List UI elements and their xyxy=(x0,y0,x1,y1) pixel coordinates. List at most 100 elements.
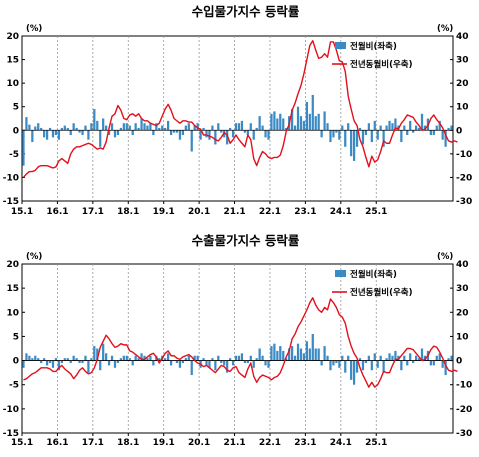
monthly-change-bar xyxy=(178,360,182,368)
monthly-change-bar xyxy=(237,123,241,131)
monthly-change-bar xyxy=(432,130,435,135)
monthly-change-bar xyxy=(394,350,397,361)
monthly-change-bar xyxy=(57,360,61,371)
right-tick-label: -30 xyxy=(456,429,472,439)
x-tick-label: 23.1 xyxy=(294,438,316,448)
monthly-change-bar xyxy=(394,118,397,131)
monthly-change-bar xyxy=(143,355,146,361)
monthly-change-bar xyxy=(226,130,229,145)
monthly-change-bar xyxy=(146,358,149,361)
monthly-change-bar xyxy=(341,125,344,131)
monthly-change-bar xyxy=(54,130,58,135)
monthly-change-bar xyxy=(60,360,63,363)
monthly-change-bar xyxy=(338,360,341,368)
monthly-change-bar xyxy=(48,127,52,131)
monthly-change-bar xyxy=(279,346,282,361)
monthly-change-bar xyxy=(435,355,438,361)
monthly-change-bar xyxy=(441,130,444,140)
monthly-change-bar xyxy=(352,360,356,385)
monthly-change-bar xyxy=(432,360,435,366)
monthly-change-bar xyxy=(137,127,140,131)
monthly-change-bar xyxy=(258,116,261,131)
monthly-change-bar xyxy=(69,130,72,135)
monthly-change-bar xyxy=(320,360,323,366)
monthly-change-bar xyxy=(364,360,368,363)
right-tick-label: 10 xyxy=(456,103,469,113)
monthly-change-bar xyxy=(214,360,217,371)
monthly-change-bar xyxy=(279,113,282,131)
monthly-change-bar xyxy=(329,360,332,371)
monthly-change-bar xyxy=(96,120,99,131)
monthly-change-bar xyxy=(385,125,388,131)
chart-title: 수출물가지수 등락률 xyxy=(192,233,300,248)
monthly-change-bar xyxy=(293,125,297,131)
monthly-change-bar xyxy=(417,358,421,361)
monthly-change-bar xyxy=(276,350,279,361)
monthly-change-bar xyxy=(350,130,353,157)
monthly-change-bar xyxy=(119,127,123,131)
monthly-change-bar xyxy=(317,113,320,131)
monthly-change-bar xyxy=(414,355,418,361)
monthly-change-bar xyxy=(110,123,114,131)
monthly-change-bar xyxy=(190,130,193,152)
monthly-change-bar xyxy=(282,350,285,361)
left-tick-label: 0 xyxy=(13,357,19,367)
monthly-change-bar xyxy=(429,130,432,135)
plot-frame xyxy=(21,35,454,202)
monthly-change-bar xyxy=(181,360,185,363)
monthly-change-bar xyxy=(75,358,78,361)
monthly-change-bar xyxy=(75,127,78,131)
monthly-change-bar xyxy=(234,123,238,131)
monthly-change-bar xyxy=(350,360,353,380)
monthly-change-bar xyxy=(102,343,105,361)
yoy-change-line xyxy=(22,40,458,178)
monthly-change-bar xyxy=(155,123,158,131)
monthly-change-bar xyxy=(99,360,102,371)
monthly-change-bar xyxy=(296,106,300,131)
monthly-change-bar xyxy=(93,346,96,361)
x-tick-label: 20.1 xyxy=(188,207,210,217)
monthly-change-bar xyxy=(409,120,412,131)
monthly-change-bar xyxy=(217,123,220,131)
monthly-change-bar xyxy=(63,125,66,131)
monthly-change-bar xyxy=(367,355,370,361)
right-tick-label: 0 xyxy=(456,357,462,367)
monthly-change-bar xyxy=(444,360,447,376)
monthly-change-bar xyxy=(261,125,264,131)
monthly-change-bar xyxy=(406,130,409,135)
monthly-change-bar xyxy=(302,353,306,361)
monthly-change-bar xyxy=(45,360,49,366)
monthly-change-bar xyxy=(211,125,214,131)
monthly-change-bar xyxy=(72,123,75,131)
left-tick-label: -15 xyxy=(3,197,19,207)
monthly-change-bar xyxy=(314,116,317,131)
monthly-change-bar xyxy=(379,355,382,361)
monthly-change-bar xyxy=(249,123,252,131)
monthly-change-bar xyxy=(376,360,379,368)
monthly-change-bar xyxy=(131,130,134,135)
monthly-change-bar xyxy=(252,360,255,368)
x-tick-label: 18.1 xyxy=(117,438,139,448)
monthly-change-bar xyxy=(48,360,52,363)
right-tick-label: 30 xyxy=(456,56,469,66)
monthly-change-bar xyxy=(293,355,297,361)
monthly-change-bar xyxy=(63,358,66,361)
monthly-change-bar xyxy=(90,358,93,361)
right-axis-unit: (%) xyxy=(437,252,453,262)
monthly-change-bar xyxy=(25,117,28,131)
monthly-change-bar xyxy=(69,360,72,363)
monthly-change-bar xyxy=(181,130,185,135)
monthly-change-bar xyxy=(107,130,111,135)
monthly-change-bar xyxy=(190,360,193,376)
monthly-change-bar xyxy=(134,123,137,131)
monthly-change-bar xyxy=(314,348,317,361)
monthly-change-bar xyxy=(231,130,235,138)
monthly-change-bar xyxy=(187,123,190,131)
monthly-change-bar xyxy=(128,125,131,131)
monthly-change-bar xyxy=(326,123,329,131)
monthly-change-bar xyxy=(447,358,450,361)
monthly-change-bar xyxy=(435,125,438,131)
monthly-change-bar xyxy=(149,123,152,131)
monthly-change-bar xyxy=(220,130,223,133)
